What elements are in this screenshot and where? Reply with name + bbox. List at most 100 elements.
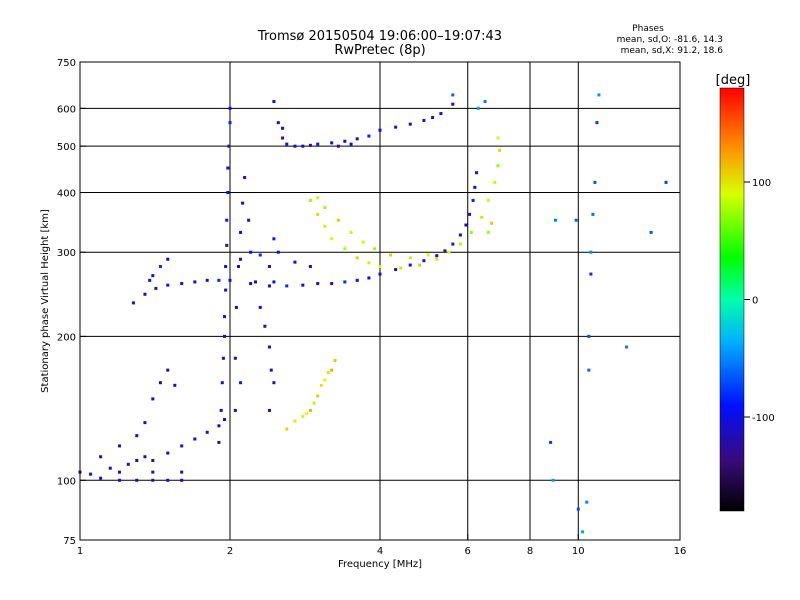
data-point [458,233,462,237]
data-point [422,118,426,122]
data-point [220,381,224,385]
data-point [316,282,320,286]
data-point [417,263,421,267]
data-point [166,451,170,455]
x-tick-label: 2 [227,546,233,557]
x-tick-label: 8 [527,546,533,557]
data-point [349,142,353,146]
data-points [78,93,668,534]
data-point [480,215,484,219]
data-point [551,478,555,482]
data-point [589,272,593,276]
y-tick-label: 500 [57,142,76,153]
data-point [221,356,225,360]
data-point [224,265,228,269]
data-point [234,305,238,309]
data-point [343,280,347,284]
data-point [217,424,221,428]
chart-title: Tromsø 20150504 19:06:00–19:07:43 [257,29,502,44]
data-point [239,230,243,234]
data-point [451,102,455,106]
data-point [247,218,251,222]
data-point [301,283,305,287]
data-point [475,171,479,175]
data-point [468,212,472,216]
data-point [131,301,135,305]
data-point [205,278,209,282]
data-point [323,378,327,382]
data-point [493,180,497,184]
data-point [308,265,312,269]
data-point [285,427,289,431]
data-point [408,122,412,126]
data-point [258,305,262,309]
data-point [281,136,285,140]
data-point [308,198,312,202]
y-tick-label: 75 [63,536,76,547]
data-point [305,411,309,415]
data-point [336,144,340,148]
phase-stats-line1: mean, sd,O: -81.6, 14.3 [617,35,723,45]
data-point [180,478,184,482]
data-point [330,368,334,372]
data-point [166,257,170,261]
data-point [399,266,403,270]
data-point [267,284,271,288]
x-tick-label: 4 [377,546,383,557]
data-point [458,242,462,246]
data-point [293,419,297,423]
data-point [587,368,591,372]
data-point [269,368,273,372]
data-point [272,381,276,385]
data-point [158,381,162,385]
data-point [108,466,112,470]
data-point [319,383,323,387]
data-point [595,121,599,125]
data-point [316,142,320,146]
grid-lines [80,62,680,540]
data-point [117,444,121,448]
data-point [267,345,271,349]
data-point [486,198,490,202]
data-point [253,280,257,284]
y-tick-label: 750 [57,58,76,69]
data-point [664,180,668,184]
data-point [236,265,240,269]
data-point [276,250,280,254]
data-point [589,250,593,254]
data-point [451,242,455,246]
data-point [151,274,155,278]
x-tick-label: 1 [77,546,83,557]
data-point [308,143,312,147]
data-point [649,230,653,234]
data-point [378,128,382,132]
axis-ticks: 1 2 4 6 8 10 16 75 100 200 300 400 500 600 750 [57,58,686,557]
data-point [394,268,398,272]
data-point [281,126,285,130]
data-point [227,144,231,148]
y-tick-label: 200 [57,332,76,343]
data-point [301,414,305,418]
data-point [143,455,147,459]
y-tick-label: 300 [57,248,76,259]
data-point [217,440,221,444]
data-point [228,278,232,282]
data-point [435,254,439,258]
data-point [225,243,229,247]
data-point [249,282,253,286]
data-point [99,476,103,480]
data-point [439,112,443,116]
data-point [258,253,262,257]
data-point [343,247,347,251]
data-point [422,259,426,263]
data-point [233,408,237,412]
data-point [426,253,430,257]
data-point [389,253,393,257]
data-point [225,218,229,222]
y-tick-label: 100 [57,476,76,487]
colorbar [719,87,745,512]
data-point [355,256,359,260]
data-point [625,345,629,349]
